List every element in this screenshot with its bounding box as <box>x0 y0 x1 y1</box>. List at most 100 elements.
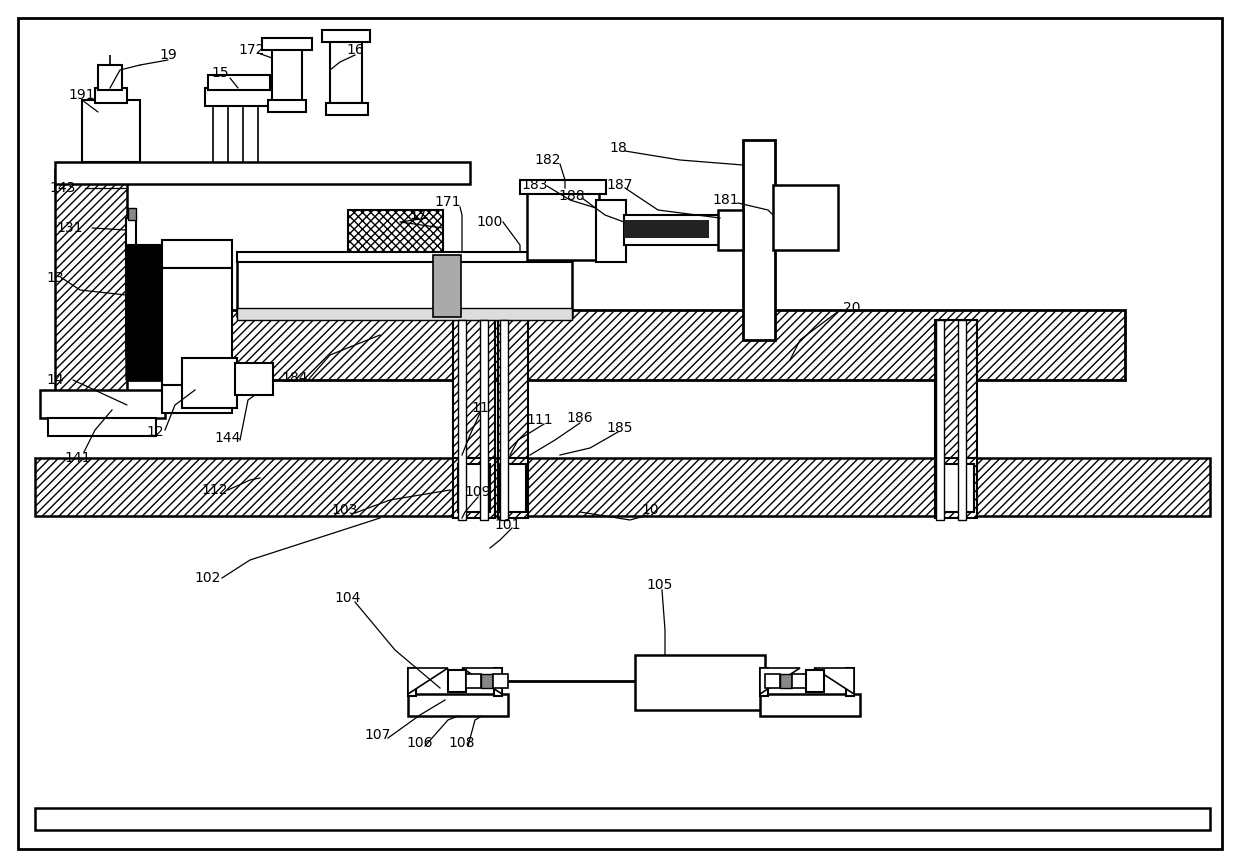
Bar <box>35 458 1210 516</box>
Bar <box>408 668 415 696</box>
Bar <box>498 458 528 518</box>
Polygon shape <box>760 668 800 694</box>
Text: 141: 141 <box>64 451 92 465</box>
Text: 185: 185 <box>606 421 634 435</box>
Text: 100: 100 <box>477 215 503 229</box>
Text: 20: 20 <box>843 301 861 315</box>
Polygon shape <box>126 330 164 380</box>
Bar <box>458 464 490 512</box>
Bar <box>348 210 443 258</box>
Bar <box>453 458 495 518</box>
Bar <box>262 38 312 50</box>
Text: 107: 107 <box>365 728 391 742</box>
Bar <box>326 103 368 115</box>
Bar <box>936 320 944 520</box>
Bar <box>433 255 461 317</box>
Text: 181: 181 <box>713 193 739 207</box>
Bar <box>458 320 466 520</box>
Text: 102: 102 <box>195 571 221 585</box>
Bar <box>95 88 126 103</box>
Bar <box>494 674 508 688</box>
Bar <box>237 308 572 320</box>
Text: 184: 184 <box>281 371 309 385</box>
Text: 103: 103 <box>332 503 358 517</box>
Bar <box>55 170 126 400</box>
Bar <box>237 258 572 316</box>
Text: 108: 108 <box>449 736 475 750</box>
Text: 111: 111 <box>527 413 553 427</box>
Bar <box>806 670 825 692</box>
Bar <box>494 668 502 696</box>
Text: 188: 188 <box>559 189 585 203</box>
Text: 105: 105 <box>647 578 673 592</box>
Text: 131: 131 <box>57 221 83 235</box>
Text: 109: 109 <box>465 485 491 499</box>
Text: 187: 187 <box>606 178 634 192</box>
Bar <box>115 310 1125 380</box>
Bar <box>182 358 237 408</box>
Text: 182: 182 <box>534 153 562 167</box>
Bar <box>480 320 489 520</box>
Bar <box>527 188 599 260</box>
Bar <box>792 674 807 688</box>
Bar <box>596 200 626 262</box>
Bar <box>846 668 854 696</box>
Text: 186: 186 <box>567 411 593 425</box>
Bar <box>780 674 792 688</box>
Text: 15: 15 <box>211 66 229 80</box>
Text: 144: 144 <box>215 431 242 445</box>
Bar <box>935 320 977 465</box>
Text: 17: 17 <box>409 208 427 222</box>
Bar <box>760 694 861 716</box>
Text: 112: 112 <box>202 483 228 497</box>
Bar <box>98 65 122 90</box>
Bar <box>35 808 1210 830</box>
Text: 11: 11 <box>471 401 489 415</box>
Bar <box>773 185 838 250</box>
Text: 104: 104 <box>335 591 361 605</box>
Bar <box>453 320 495 465</box>
Bar <box>935 458 977 518</box>
Text: 16: 16 <box>346 43 363 57</box>
Bar <box>481 674 494 688</box>
Bar <box>82 100 140 162</box>
Bar <box>237 252 572 262</box>
Text: 14: 14 <box>46 373 63 387</box>
Bar <box>500 464 526 512</box>
Bar <box>272 46 303 101</box>
Text: 143: 143 <box>50 181 76 195</box>
Bar <box>500 320 508 520</box>
Bar <box>448 670 466 692</box>
Bar <box>126 218 136 246</box>
Text: 18: 18 <box>609 141 627 155</box>
Bar <box>128 208 136 220</box>
Bar <box>624 220 709 238</box>
Bar <box>162 240 232 268</box>
Bar <box>937 464 973 512</box>
Text: 106: 106 <box>407 736 433 750</box>
Polygon shape <box>813 668 854 694</box>
Text: 10: 10 <box>641 503 658 517</box>
Bar <box>126 245 164 355</box>
Bar <box>959 320 966 520</box>
Text: 101: 101 <box>495 518 521 532</box>
Bar <box>40 390 165 418</box>
Bar <box>520 180 606 194</box>
Bar <box>635 655 765 710</box>
Bar <box>55 162 470 184</box>
Text: 12: 12 <box>146 425 164 439</box>
Text: 19: 19 <box>159 48 177 62</box>
Bar <box>162 385 232 413</box>
Bar <box>35 458 1210 848</box>
Bar <box>322 30 370 42</box>
Bar <box>718 210 743 250</box>
Bar <box>50 516 1195 806</box>
Text: 171: 171 <box>435 195 461 209</box>
Polygon shape <box>408 668 448 694</box>
Text: 172: 172 <box>239 43 265 57</box>
Bar <box>268 100 306 112</box>
Bar <box>765 674 780 688</box>
Bar <box>408 694 508 716</box>
Text: 191: 191 <box>68 88 95 102</box>
Bar <box>466 674 481 688</box>
